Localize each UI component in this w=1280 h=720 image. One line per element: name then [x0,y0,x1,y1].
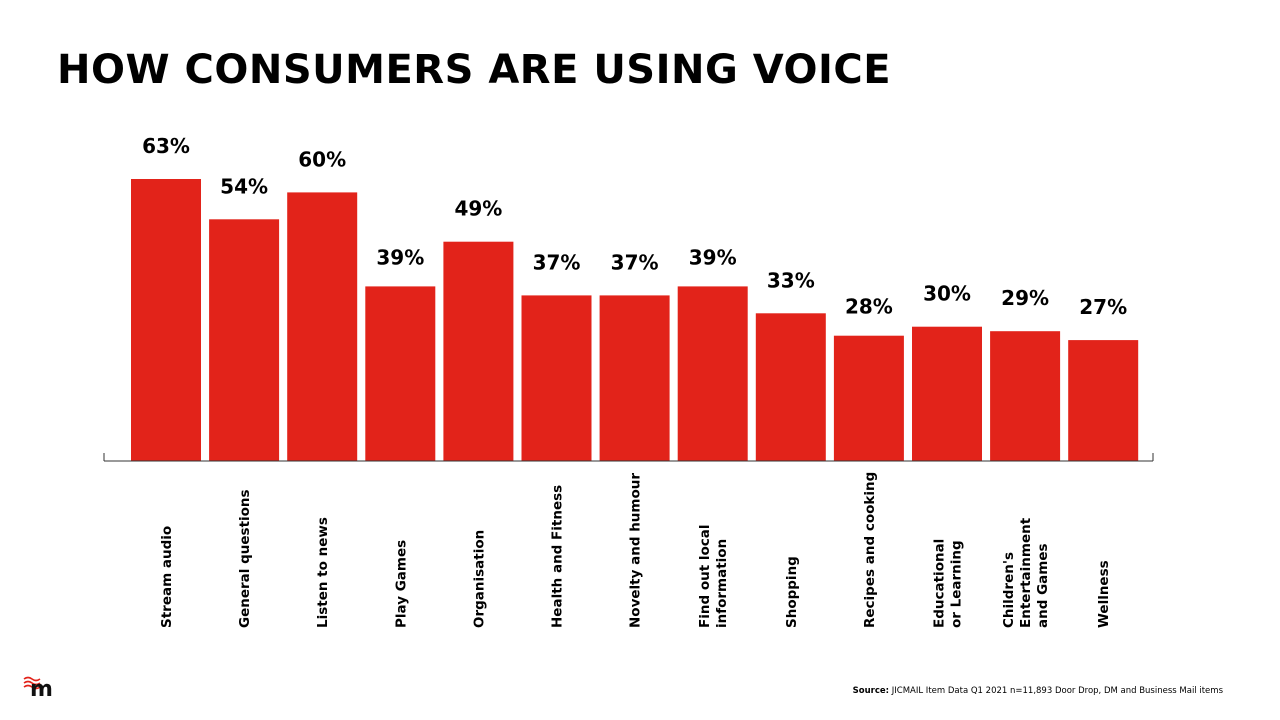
bar [287,192,358,461]
category-label-line: Shopping [784,556,800,628]
category-label-line: Children's [1001,552,1017,628]
data-label: 28% [845,295,893,319]
data-label: 39% [689,245,737,269]
bar [990,331,1061,461]
data-label: 49% [454,197,502,221]
category-label: Recipes and cooking [862,472,878,628]
category-label-line: and Games [1035,543,1051,628]
category-label-line: Play Games [393,540,409,628]
category-labels-group: Stream audio General questions Listen to n… [159,472,1112,628]
data-label: 54% [220,174,268,198]
category-label-line: Entertainment [1018,517,1034,628]
data-label: 37% [611,250,659,274]
category-label: Find out localinformation [697,524,730,628]
category-label: Novelty and humour [628,473,644,628]
category-label-line: Novelty and humour [628,473,644,628]
category-label: General questions [237,489,253,628]
bar [677,286,748,461]
category-label: Listen to news [315,517,331,628]
logo-mark: m [30,677,53,700]
category-label: Organisation [471,530,487,628]
bar [755,313,826,461]
bars-group [131,179,1139,461]
logo-wave-icon [23,684,41,690]
category-label: Stream audio [159,526,175,628]
category-label-line: Listen to news [315,517,331,628]
data-label: 27% [1079,295,1127,319]
category-label: Wellness [1096,560,1112,628]
category-label-line: Health and Fitness [550,485,566,628]
source-label: Source: [852,686,890,696]
category-label-line: information [714,539,730,628]
category-label-line: Recipes and cooking [862,472,878,628]
bar [833,335,904,461]
category-label-line: Wellness [1096,560,1112,628]
brand-logo: m [23,676,53,700]
category-label-line: Organisation [471,530,487,628]
category-label-line: General questions [237,489,253,628]
source-text: JICMAIL Item Data Q1 2021 n=11,893 Door … [891,686,1223,696]
data-label: 29% [1001,286,1049,310]
value-labels-group: 63% 54% 60% 39% 49% 37% 37% 39% 33% 28% 30% 29% 27% [142,134,1127,319]
bar [1068,340,1139,461]
source-note: Source: JICMAIL Item Data Q1 2021 n=11,8… [853,686,1223,696]
bar [521,295,592,461]
logo-wave-icon [23,680,41,686]
category-label-line: Stream audio [159,526,175,628]
bar [912,326,982,461]
category-label-line: Educational [932,539,948,628]
data-label: 39% [376,245,424,269]
bar [209,219,280,461]
category-label: Educationalor Learning [932,539,965,628]
category-label-line: Find out local [697,524,713,628]
bar [131,179,201,461]
category-label: Health and Fitness [550,485,566,628]
page-title: HOW CONSUMERS ARE USING VOICE [57,47,892,93]
category-label: Shopping [784,556,800,628]
category-label: Play Games [393,540,409,628]
data-label: 60% [298,147,346,171]
category-label-line: or Learning [949,540,965,628]
category-label: Children'sEntertainmentand Games [1001,517,1051,628]
data-label: 33% [767,268,815,292]
data-label: 63% [142,134,190,158]
data-label: 30% [923,282,971,306]
bar [443,241,514,461]
data-label: 37% [533,250,581,274]
bar [599,295,670,461]
bar [365,286,436,461]
logo-wave-icon [23,676,41,682]
